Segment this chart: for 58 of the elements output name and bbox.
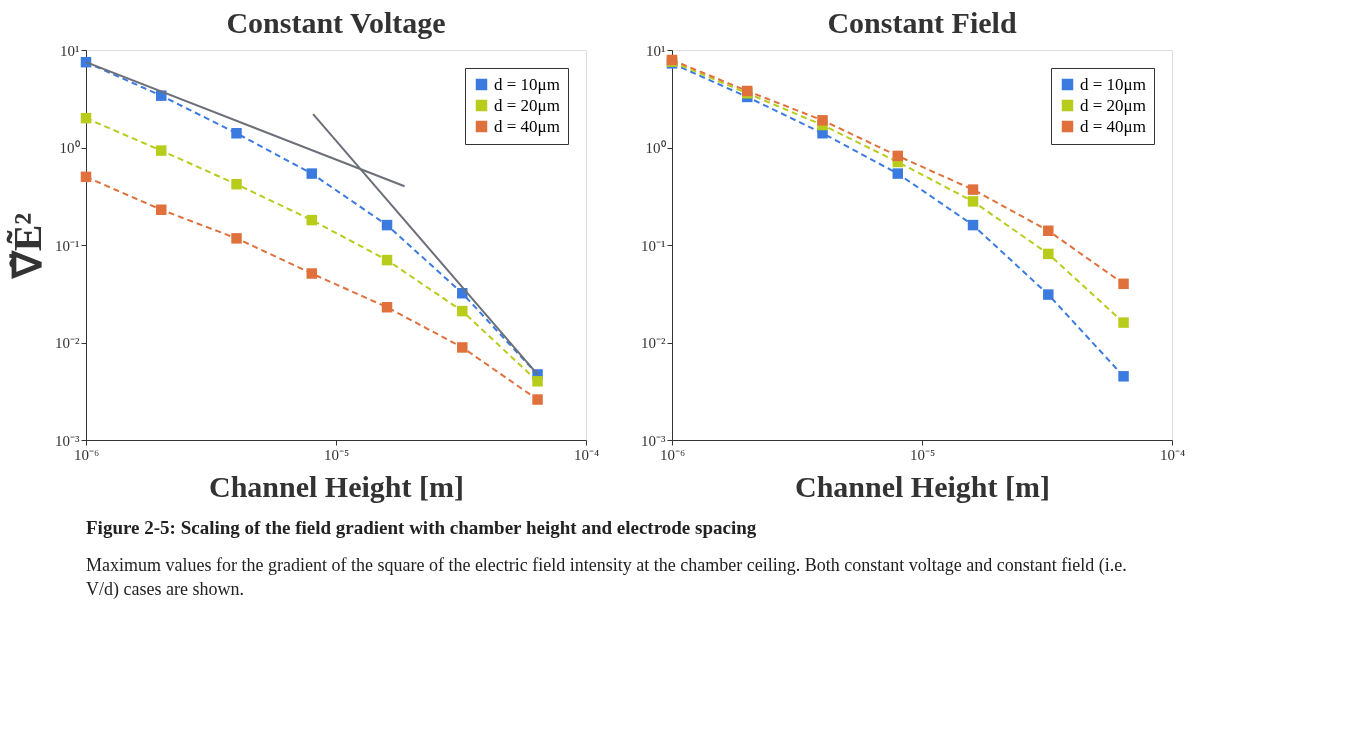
point bbox=[231, 178, 242, 190]
legend-label: d = 10μm bbox=[494, 74, 560, 94]
point bbox=[306, 214, 318, 226]
y-tick-label: 10⁻³ bbox=[641, 432, 666, 449]
point bbox=[156, 145, 167, 156]
point bbox=[80, 112, 92, 124]
point bbox=[381, 301, 393, 313]
legend-label: d = 10μm bbox=[1080, 74, 1146, 94]
point bbox=[967, 184, 979, 195]
point bbox=[892, 168, 904, 179]
legend-label: d = 40μm bbox=[1080, 116, 1146, 136]
y-axis-title: ∇̃Ẽ² bbox=[5, 212, 50, 281]
point bbox=[457, 342, 468, 353]
point bbox=[1043, 289, 1054, 300]
point bbox=[1118, 317, 1129, 328]
x-tick-label: 10⁻⁴ bbox=[573, 446, 600, 463]
x-tick-label: 10⁻⁶ bbox=[73, 446, 100, 463]
y-tick-label: 10⁰ bbox=[59, 140, 80, 156]
caption: Figure 2-5: Scaling of the field gradient with chamber height and electrode spacing bbox=[86, 517, 757, 538]
point bbox=[1043, 248, 1054, 260]
point bbox=[457, 305, 468, 317]
legend-label: d = 20μm bbox=[1080, 95, 1146, 115]
y-tick-label: 10¹ bbox=[60, 42, 80, 59]
point bbox=[892, 150, 904, 162]
point bbox=[231, 233, 242, 244]
y-tick-label: 10⁻¹ bbox=[55, 237, 80, 254]
point bbox=[532, 376, 543, 387]
chart-title: Constant Field bbox=[827, 6, 1017, 39]
legend-label: d = 20μm bbox=[494, 95, 560, 115]
point bbox=[156, 204, 167, 215]
y-tick-label: 10⁻³ bbox=[55, 432, 80, 449]
point bbox=[817, 115, 828, 126]
point bbox=[532, 394, 543, 405]
point bbox=[381, 254, 393, 266]
y-tick-label: 10⁻² bbox=[55, 335, 80, 351]
x-tick-label: 10⁻⁵ bbox=[909, 446, 936, 463]
legend-label: d = 40μm bbox=[494, 116, 560, 136]
text: Maximum values for the gradient of the square of the electric field intensity at the chamber ceiling. Both constant voltage and constant field (i.e. V/d) cases are shown. bbox=[86, 555, 1127, 600]
point bbox=[306, 268, 318, 279]
point bbox=[381, 219, 393, 231]
point bbox=[967, 219, 979, 231]
x-axis-title: Channel Height [m] bbox=[795, 469, 1050, 503]
x-tick-label: 10⁻⁶ bbox=[659, 446, 686, 463]
y-tick-label: 10¹ bbox=[646, 42, 666, 59]
x-axis-title: Channel Height [m] bbox=[209, 469, 464, 503]
point bbox=[80, 171, 92, 183]
point bbox=[1043, 225, 1054, 236]
y-tick-label: 10⁰ bbox=[645, 140, 666, 156]
y-tick-label: 10⁻¹ bbox=[641, 237, 666, 254]
point bbox=[967, 196, 979, 207]
point bbox=[306, 168, 318, 179]
chart-title: Constant Voltage bbox=[226, 6, 446, 39]
x-tick-label: 10⁻⁵ bbox=[323, 446, 350, 463]
x-tick-label: 10⁻⁴ bbox=[1159, 446, 1186, 463]
point bbox=[1118, 371, 1129, 382]
y-tick-label: 10⁻² bbox=[641, 335, 666, 351]
point bbox=[231, 128, 242, 139]
point bbox=[1118, 278, 1129, 290]
